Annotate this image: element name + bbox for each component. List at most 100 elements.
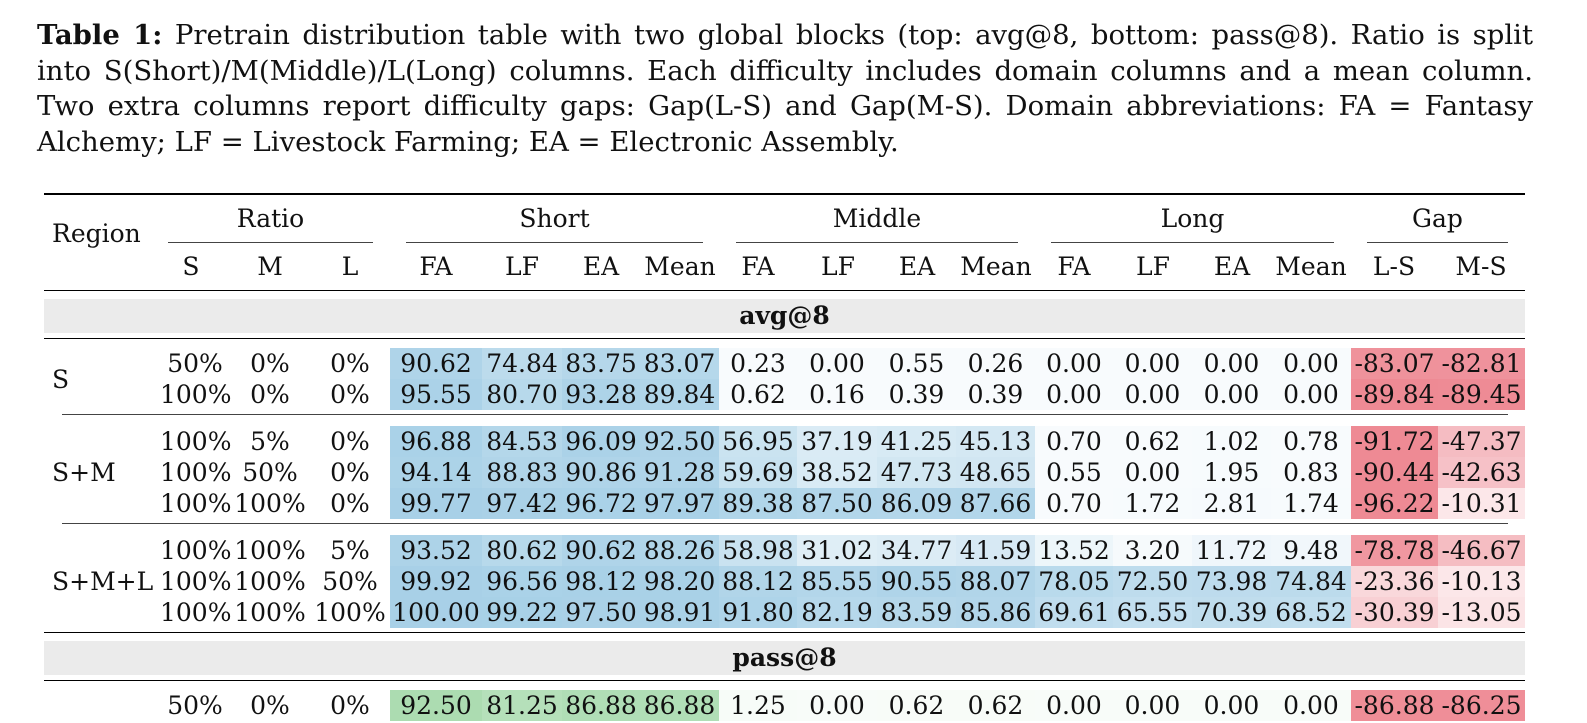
- subcol-header: M-S: [1455, 252, 1507, 281]
- table-cell: 0%: [330, 489, 370, 518]
- table-cell: 72.50: [1113, 566, 1192, 597]
- table-cell: 92.50: [640, 426, 719, 457]
- table-cell: 34.77: [877, 535, 956, 566]
- table-cell: 100%: [160, 427, 232, 456]
- table-cell: 45.13: [956, 426, 1035, 457]
- table-cell: 41.59: [956, 535, 1035, 566]
- table-cell: 90.62: [562, 535, 640, 566]
- table-cell: 0.62: [956, 690, 1035, 721]
- table-cell: 0.83: [1271, 457, 1351, 488]
- block-rule: [44, 338, 1525, 340]
- table-cell: 50%: [242, 458, 298, 487]
- group-header-short: Short: [519, 204, 590, 233]
- table-cell: 1.72: [1113, 488, 1192, 519]
- table-cell: 0.23: [719, 348, 797, 379]
- table-cell: 96.09: [562, 426, 640, 457]
- table-cell: 48.65: [956, 457, 1035, 488]
- table-cell: 0.55: [877, 348, 956, 379]
- table-cell: 100%: [160, 489, 232, 518]
- table-cell: 83.75: [562, 348, 640, 379]
- table-cell: 87.66: [956, 488, 1035, 519]
- subcol-header: EA: [582, 252, 620, 281]
- table-cell: 85.55: [797, 566, 877, 597]
- table-cell: 0%: [330, 691, 370, 720]
- table-cell: 50%: [167, 691, 223, 720]
- group-header-middle: Middle: [832, 204, 922, 233]
- table-cell: 100%: [160, 380, 232, 409]
- caption-text: Pretrain distribution table with two glo…: [37, 19, 1533, 158]
- table-cell: 96.56: [482, 566, 562, 597]
- table-cell: 85.86: [956, 597, 1035, 628]
- group-header-ratio: Ratio: [236, 204, 305, 233]
- subcol-header: LF: [1136, 252, 1170, 281]
- table-cell: 0.70: [1035, 488, 1113, 519]
- region-divider: [62, 414, 1508, 415]
- table-cell: 0.00: [1035, 690, 1113, 721]
- table-cell: 65.55: [1113, 597, 1192, 628]
- region-divider: [62, 523, 1508, 524]
- table-cell: 0.00: [1113, 690, 1192, 721]
- table-cell: 0.00: [1271, 379, 1351, 410]
- table-cell: 0.00: [1192, 348, 1271, 379]
- table-cell: 0.62: [719, 379, 797, 410]
- table-cell: 5%: [330, 536, 370, 565]
- table-cell: 2.81: [1192, 488, 1271, 519]
- subcol-header: L: [341, 252, 359, 281]
- table-cell: 31.02: [797, 535, 877, 566]
- table-cell: 0.00: [1192, 690, 1271, 721]
- table-cell: 3.20: [1113, 535, 1192, 566]
- table-cell: 5%: [250, 427, 290, 456]
- subcol-header: M: [257, 252, 283, 281]
- table-cell: 95.55: [390, 379, 482, 410]
- block-title: avg@8: [44, 299, 1525, 333]
- table-cell: 0.00: [1271, 690, 1351, 721]
- table-cell: 0%: [250, 349, 290, 378]
- table-cell: 98.91: [640, 597, 719, 628]
- table-cell: -90.44: [1351, 457, 1438, 488]
- table-cell: 0%: [330, 427, 370, 456]
- table-cell: 91.28: [640, 457, 719, 488]
- table-cell: 86.88: [562, 690, 640, 721]
- table-cell: 99.22: [482, 597, 562, 628]
- table-cell: 0.78: [1271, 426, 1351, 457]
- table-cell: 56.95: [719, 426, 797, 457]
- table-cell: 88.12: [719, 566, 797, 597]
- table-cell: 100%: [234, 598, 306, 627]
- subcol-header: FA: [419, 252, 453, 281]
- caption-label: Table 1:: [37, 19, 163, 51]
- group-underline: [736, 242, 1018, 243]
- table-cell: 0%: [330, 349, 370, 378]
- table-cell: 100%: [160, 598, 232, 627]
- table-cell: -13.05: [1438, 597, 1525, 628]
- table-cell: -78.78: [1351, 535, 1438, 566]
- table-cell: 0.16: [797, 379, 877, 410]
- region-header: Region: [52, 219, 141, 248]
- subcol-header: FA: [1057, 252, 1091, 281]
- table-cell: 74.84: [482, 348, 562, 379]
- table-cell: 98.12: [562, 566, 640, 597]
- subcol-header: Mean: [960, 252, 1032, 281]
- table-cell: 88.83: [482, 457, 562, 488]
- table-cell: 0.00: [1192, 379, 1271, 410]
- table-cell: 74.84: [1271, 566, 1351, 597]
- group-header-gap: Gap: [1412, 204, 1463, 233]
- group-underline: [406, 242, 703, 243]
- table-cell: 50%: [167, 349, 223, 378]
- subcol-header: Mean: [1275, 252, 1347, 281]
- table-cell: 100%: [234, 489, 306, 518]
- table-cell: 86.09: [877, 488, 956, 519]
- table-cell: 0.39: [956, 379, 1035, 410]
- table-cell: 100%: [314, 598, 386, 627]
- table-cell: 100%: [234, 536, 306, 565]
- table-cell: 1.02: [1192, 426, 1271, 457]
- table-cell: 13.52: [1035, 535, 1113, 566]
- table-cell: 0.62: [1113, 426, 1192, 457]
- subcol-header: LF: [505, 252, 539, 281]
- table-cell: 0.00: [1113, 457, 1192, 488]
- top-rule: [44, 193, 1525, 196]
- table-cell: 93.28: [562, 379, 640, 410]
- table-cell: 98.20: [640, 566, 719, 597]
- table-cell: 38.52: [797, 457, 877, 488]
- table-cell: 0.00: [797, 690, 877, 721]
- table-cell: 0.39: [877, 379, 956, 410]
